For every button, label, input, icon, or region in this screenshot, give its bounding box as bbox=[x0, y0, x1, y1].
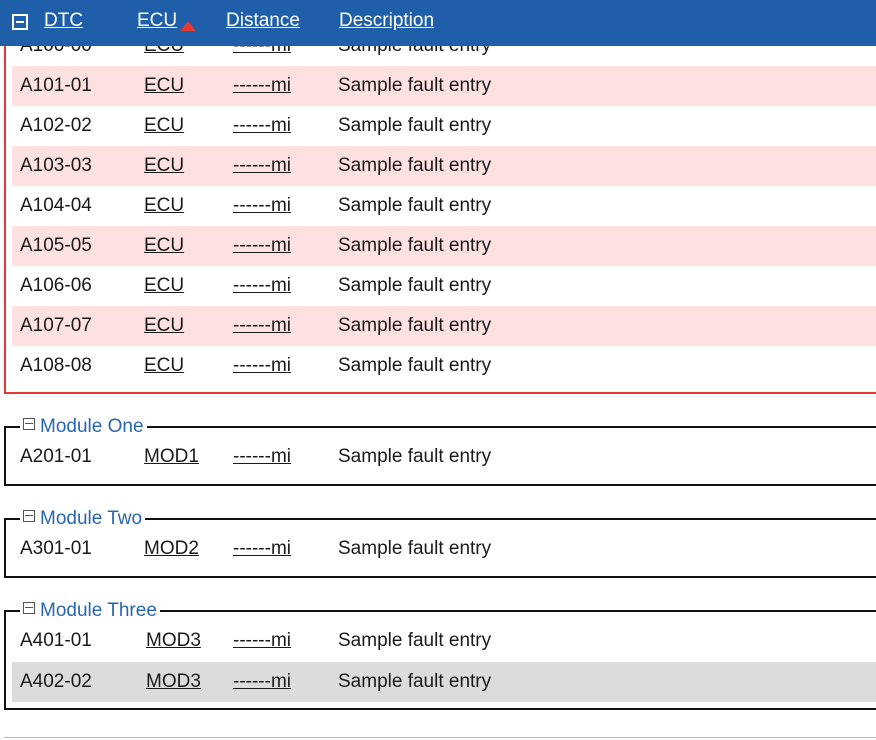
ecu-group-module-two: Module Two bbox=[4, 508, 876, 578]
ecu-link[interactable]: ECU bbox=[144, 115, 185, 136]
ecu-link[interactable]: MOD1 bbox=[144, 446, 199, 467]
dtc-description: Sample fault entry bbox=[338, 235, 492, 256]
dtc-description: Sample fault entry bbox=[338, 630, 492, 651]
dtc-description: Sample fault entry bbox=[338, 46, 491, 57]
ecu-link[interactable]: ECU bbox=[144, 195, 185, 216]
dtc-description: Sample fault entry bbox=[338, 671, 492, 692]
collapse-group-icon[interactable] bbox=[23, 418, 35, 430]
table-row[interactable]: A102-02 ECU ------mi Sample fault entry bbox=[12, 106, 876, 146]
collapse-group-icon[interactable] bbox=[23, 602, 35, 614]
scrolled-row-clip: A100-00 ECU ------mi Sample fault entry bbox=[0, 46, 876, 66]
distance-link[interactable]: ------mi bbox=[233, 315, 292, 336]
dtc-code: A301-01 bbox=[20, 538, 92, 559]
distance-link[interactable]: ------mi bbox=[233, 195, 292, 216]
ecu-link[interactable]: MOD3 bbox=[146, 630, 201, 651]
dtc-code: A201-01 bbox=[20, 446, 92, 467]
dtc-description: Sample fault entry bbox=[338, 538, 492, 559]
ecu-link[interactable]: ECU bbox=[144, 46, 184, 57]
distance-link[interactable]: ------mi bbox=[233, 355, 292, 376]
dtc-code: A101-01 bbox=[20, 75, 92, 96]
dtc-code: A102-02 bbox=[20, 115, 92, 136]
distance-link[interactable]: ------mi bbox=[233, 75, 292, 96]
ecu-link[interactable]: ECU bbox=[144, 275, 185, 296]
column-header-distance[interactable]: Distance bbox=[226, 10, 300, 31]
group-title-text: Module One bbox=[40, 416, 144, 437]
distance-link[interactable]: ------mi bbox=[233, 538, 292, 559]
dtc-code: A402-02 bbox=[20, 671, 92, 692]
active-group-outline bbox=[4, 46, 876, 394]
dtc-table-header: DTC ECU Distance Description bbox=[0, 0, 876, 46]
collapse-group-icon[interactable] bbox=[23, 510, 35, 522]
dtc-description: Sample fault entry bbox=[338, 155, 492, 176]
table-row[interactable]: A103-03 ECU ------mi Sample fault entry bbox=[12, 146, 876, 186]
group-title[interactable]: Module Three bbox=[20, 600, 160, 622]
dtc-code: A105-05 bbox=[20, 235, 92, 256]
table-row[interactable]: A104-04 ECU ------mi Sample fault entry bbox=[12, 186, 876, 226]
distance-link[interactable]: ------mi bbox=[233, 275, 292, 296]
table-row[interactable]: A106-06 ECU ------mi Sample fault entry bbox=[12, 266, 876, 306]
group-title[interactable]: Module Two bbox=[20, 508, 146, 530]
distance-link[interactable]: ------mi bbox=[233, 46, 291, 57]
table-row[interactable]: A100-00 ECU ------mi Sample fault entry bbox=[12, 46, 876, 66]
group-title-text: Module Three bbox=[40, 600, 157, 621]
dtc-description: Sample fault entry bbox=[338, 446, 492, 467]
dtc-description: Sample fault entry bbox=[338, 195, 492, 216]
dtc-description: Sample fault entry bbox=[338, 275, 492, 296]
distance-link[interactable]: ------mi bbox=[233, 630, 292, 651]
divider bbox=[4, 737, 876, 738]
dtc-code: A401-01 bbox=[20, 630, 92, 651]
ecu-link[interactable]: MOD2 bbox=[144, 538, 199, 559]
group-title-text: Module Two bbox=[40, 508, 143, 529]
dtc-code: A108-08 bbox=[20, 355, 92, 376]
table-row-selected[interactable]: A402-02 MOD3 ------mi Sample fault entry bbox=[12, 662, 876, 702]
collapse-all-icon[interactable] bbox=[12, 14, 28, 30]
ecu-link[interactable]: ECU bbox=[144, 355, 185, 376]
distance-link[interactable]: ------mi bbox=[233, 155, 292, 176]
distance-link[interactable]: ------mi bbox=[233, 446, 292, 467]
column-header-ecu[interactable]: ECU bbox=[137, 10, 178, 31]
dtc-description: Sample fault entry bbox=[338, 115, 492, 136]
table-row[interactable]: A101-01 ECU ------mi Sample fault entry bbox=[12, 66, 876, 106]
table-row[interactable]: A201-01 MOD1 ------mi Sample fault entry bbox=[12, 437, 876, 477]
ecu-link[interactable]: ECU bbox=[144, 155, 185, 176]
ecu-link[interactable]: ECU bbox=[144, 235, 185, 256]
dtc-code: A107-07 bbox=[20, 315, 92, 336]
ecu-link[interactable]: ECU bbox=[144, 75, 185, 96]
distance-link[interactable]: ------mi bbox=[233, 671, 292, 692]
column-header-dtc[interactable]: DTC bbox=[44, 10, 84, 31]
ecu-link[interactable]: MOD3 bbox=[146, 671, 201, 692]
distance-link[interactable]: ------mi bbox=[233, 115, 292, 136]
group-title[interactable]: Module One bbox=[20, 416, 147, 438]
sort-ascending-icon bbox=[180, 21, 196, 31]
table-row[interactable]: A108-08 ECU ------mi Sample fault entry bbox=[12, 346, 876, 386]
ecu-link[interactable]: ECU bbox=[144, 315, 185, 336]
ecu-group-module-one: Module One bbox=[4, 416, 876, 486]
dtc-description: Sample fault entry bbox=[338, 355, 492, 376]
dtc-description: Sample fault entry bbox=[338, 315, 492, 336]
dtc-code: A104-04 bbox=[20, 195, 92, 216]
table-row[interactable]: A301-01 MOD2 ------mi Sample fault entry bbox=[12, 529, 876, 569]
dtc-description: Sample fault entry bbox=[338, 75, 492, 96]
dtc-code: A106-06 bbox=[20, 275, 92, 296]
distance-link[interactable]: ------mi bbox=[233, 235, 292, 256]
table-row[interactable]: A105-05 ECU ------mi Sample fault entry bbox=[12, 226, 876, 266]
dtc-code: A100-00 bbox=[20, 46, 92, 57]
dtc-code: A103-03 bbox=[20, 155, 92, 176]
ecu-group-module-three: Module Three bbox=[4, 600, 876, 710]
table-row[interactable]: A401-01 MOD3 ------mi Sample fault entry bbox=[12, 621, 876, 661]
column-header-description[interactable]: Description bbox=[339, 10, 435, 31]
table-row[interactable]: A107-07 ECU ------mi Sample fault entry bbox=[12, 306, 876, 346]
